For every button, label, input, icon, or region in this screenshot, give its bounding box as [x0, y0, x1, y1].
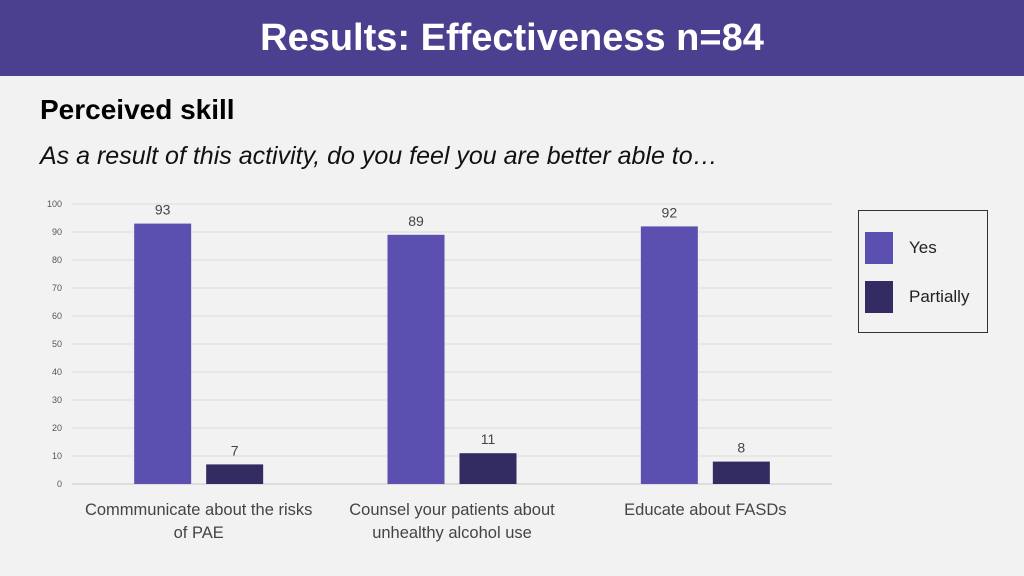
legend-swatch-partially	[865, 281, 893, 313]
data-label: 92	[662, 204, 678, 220]
y-tick-label: 40	[52, 367, 62, 377]
bar-yes	[134, 223, 192, 484]
bar-yes	[640, 226, 698, 484]
bar-partially	[712, 461, 770, 484]
survey-question: As a result of this activity, do you fee…	[40, 142, 718, 170]
y-tick-label: 80	[52, 255, 62, 265]
bar-partially	[206, 464, 264, 484]
chart-legend: Yes Partially	[858, 210, 988, 333]
y-tick-label: 10	[52, 451, 62, 461]
y-tick-label: 100	[47, 199, 62, 209]
section-title: Perceived skill	[40, 94, 235, 125]
y-tick-label: 70	[52, 283, 62, 293]
y-tick-label: 90	[52, 227, 62, 237]
legend-item-partially: Partially	[865, 281, 969, 313]
category-label: Educate about FASDs	[624, 501, 786, 519]
y-tick-label: 0	[57, 479, 62, 489]
bar-partially	[459, 453, 517, 484]
data-label: 11	[481, 431, 496, 447]
data-label: 8	[737, 440, 745, 456]
y-tick-label: 30	[52, 395, 62, 405]
y-tick-label: 20	[52, 423, 62, 433]
legend-swatch-yes	[865, 232, 893, 264]
slide-title: Results: Effectiveness n=84	[260, 16, 764, 59]
bar-yes	[387, 234, 445, 484]
y-tick-label: 60	[52, 311, 62, 321]
category-label: Counsel your patients about	[349, 501, 555, 519]
data-label: 89	[408, 213, 424, 229]
legend-label-partially: Partially	[909, 287, 970, 306]
y-tick-label: 50	[52, 339, 62, 349]
legend-item-yes: Yes	[865, 232, 937, 264]
title-bar: Results: Effectiveness n=84	[0, 0, 1024, 76]
legend-label-yes: Yes	[909, 238, 937, 257]
category-label: unhealthy alcohol use	[372, 524, 532, 542]
bar-chart: 0 10 20 30 40 50 60 70 80 90 100 93 7 Commmunicate ab…	[47, 199, 832, 542]
category-label: Commmunicate about the risks	[85, 501, 312, 519]
data-label: 7	[231, 442, 239, 458]
data-label: 93	[155, 202, 171, 218]
category-label: of PAE	[174, 524, 224, 542]
